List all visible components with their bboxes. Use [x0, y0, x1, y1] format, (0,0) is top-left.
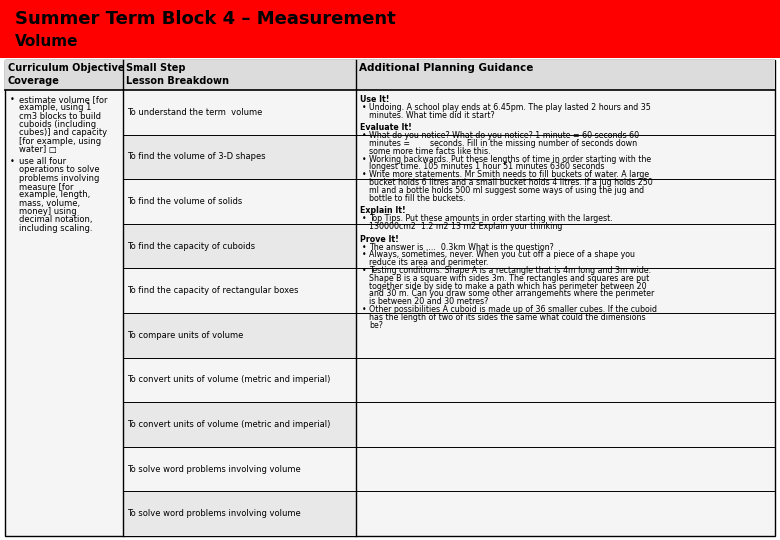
- Text: Evaluate It!: Evaluate It!: [360, 124, 412, 132]
- Text: and 30 m. Can you draw some other arrangements where the perimeter: and 30 m. Can you draw some other arrang…: [369, 289, 654, 299]
- Text: Summer Term Block 4 – Measurement: Summer Term Block 4 – Measurement: [15, 10, 395, 28]
- Text: To find the volume of 3-D shapes: To find the volume of 3-D shapes: [127, 152, 266, 161]
- Text: has the length of two of its sides the same what could the dimensions: has the length of two of its sides the s…: [369, 313, 646, 322]
- Text: •: •: [10, 95, 15, 104]
- Text: example, using 1: example, using 1: [19, 103, 91, 112]
- Text: cubes)] and capacity: cubes)] and capacity: [19, 128, 107, 137]
- Text: bucket holds 6 litres and a small bucket holds 4 litres. If a jug holds 250: bucket holds 6 litres and a small bucket…: [369, 178, 653, 187]
- Text: ml and a bottle holds 500 ml suggest some ways of using the jug and: ml and a bottle holds 500 ml suggest som…: [369, 186, 644, 195]
- Bar: [5, 60, 775, 536]
- Text: problems involving: problems involving: [19, 174, 99, 183]
- Text: To find the capacity of rectangular boxes: To find the capacity of rectangular boxe…: [127, 286, 299, 295]
- Text: money] using: money] using: [19, 207, 76, 216]
- Text: Prove It!: Prove It!: [360, 235, 399, 244]
- Text: •: •: [362, 131, 367, 140]
- Text: decimal notation,: decimal notation,: [19, 215, 93, 224]
- Text: Always, sometimes, never. When you cut off a piece of a shape you: Always, sometimes, never. When you cut o…: [369, 251, 635, 259]
- Text: Other possibilities A cuboid is made up of 36 smaller cubes. If the cuboid: Other possibilities A cuboid is made up …: [369, 305, 657, 314]
- Text: Small Step
Lesson Breakdown: Small Step Lesson Breakdown: [126, 63, 229, 86]
- Text: measure [for: measure [for: [19, 182, 73, 191]
- Text: be?: be?: [369, 321, 383, 329]
- Bar: [123, 402, 356, 447]
- Text: bottle to fill the buckets.: bottle to fill the buckets.: [369, 194, 466, 202]
- Text: [for example, using: [for example, using: [19, 137, 101, 145]
- Text: minutes =        seconds. Fill in the missing number of seconds down: minutes = seconds. Fill in the missing n…: [369, 139, 637, 148]
- Text: To convert units of volume (metric and imperial): To convert units of volume (metric and i…: [127, 420, 331, 429]
- Text: To convert units of volume (metric and imperial): To convert units of volume (metric and i…: [127, 375, 331, 384]
- Text: Write more statements. Mr Smith needs to fill buckets of water. A large: Write more statements. Mr Smith needs to…: [369, 170, 649, 179]
- Text: mass, volume,: mass, volume,: [19, 199, 80, 207]
- Text: together side by side to make a path which has perimeter between 20: together side by side to make a path whi…: [369, 281, 647, 291]
- Text: •: •: [362, 154, 367, 164]
- Text: cm3 blocks to build: cm3 blocks to build: [19, 112, 101, 120]
- Text: Additional Planning Guidance: Additional Planning Guidance: [359, 63, 534, 73]
- Text: •: •: [362, 305, 367, 314]
- Text: minutes. What time did it start?: minutes. What time did it start?: [369, 111, 495, 119]
- Text: use all four: use all four: [19, 157, 66, 166]
- Text: To find the volume of solids: To find the volume of solids: [127, 197, 243, 206]
- Text: Testing conditions. Shape A is a rectangle that is 4m long and 3m wide.: Testing conditions. Shape A is a rectang…: [369, 266, 651, 275]
- Text: •: •: [362, 170, 367, 179]
- Text: •: •: [362, 103, 367, 112]
- Bar: [123, 224, 356, 268]
- Text: including scaling.: including scaling.: [19, 224, 93, 233]
- Text: Working backwards. Put these lengths of time in order starting with the: Working backwards. Put these lengths of …: [369, 154, 651, 164]
- Text: water] □: water] □: [19, 145, 57, 154]
- Text: To compare units of volume: To compare units of volume: [127, 331, 243, 340]
- Text: •: •: [362, 266, 367, 275]
- Text: Top Tips. Put these amounts in order starting with the largest.: Top Tips. Put these amounts in order sta…: [369, 214, 613, 223]
- Bar: [123, 134, 356, 179]
- Text: To solve word problems involving volume: To solve word problems involving volume: [127, 509, 301, 518]
- Text: example, length,: example, length,: [19, 190, 90, 199]
- Text: some more time facts like this.: some more time facts like this.: [369, 147, 491, 156]
- Text: cuboids (including: cuboids (including: [19, 120, 96, 129]
- Text: longest time. 105 minutes 1 hour 51 minutes 6360 seconds: longest time. 105 minutes 1 hour 51 minu…: [369, 163, 604, 171]
- Text: •: •: [362, 242, 367, 252]
- Text: operations to solve: operations to solve: [19, 165, 100, 174]
- Text: To find the capacity of cuboids: To find the capacity of cuboids: [127, 241, 255, 251]
- Text: What do you notice? What do you notice? 1 minute = 60 seconds 60: What do you notice? What do you notice? …: [369, 131, 639, 140]
- Text: Volume: Volume: [15, 34, 79, 49]
- Text: Explain It!: Explain It!: [360, 206, 406, 215]
- Text: estimate volume [for: estimate volume [for: [19, 95, 108, 104]
- Text: reduce its area and perimeter.: reduce its area and perimeter.: [369, 258, 488, 267]
- Text: is between 20 and 30 metres?: is between 20 and 30 metres?: [369, 297, 488, 306]
- Text: •: •: [362, 214, 367, 223]
- Bar: [0, 0, 780, 58]
- Bar: [123, 313, 356, 357]
- Text: Use It!: Use It!: [360, 95, 389, 104]
- Text: •: •: [362, 251, 367, 259]
- Text: 130000cm2  1.2 m2 13 m2 Explain your thinking: 130000cm2 1.2 m2 13 m2 Explain your thin…: [369, 222, 562, 231]
- Text: •: •: [10, 157, 15, 166]
- Text: The answer is ....  0.3km What is the question?: The answer is .... 0.3km What is the que…: [369, 242, 554, 252]
- Bar: [123, 491, 356, 536]
- Text: Undoing. A school play ends at 6.45pm. The play lasted 2 hours and 35: Undoing. A school play ends at 6.45pm. T…: [369, 103, 651, 112]
- Bar: [5, 60, 775, 90]
- Text: To understand the term  volume: To understand the term volume: [127, 108, 262, 117]
- Text: To solve word problems involving volume: To solve word problems involving volume: [127, 464, 301, 474]
- Text: Curriculum Objective
Coverage: Curriculum Objective Coverage: [8, 63, 125, 86]
- Text: Shape B is a square with sides 3m. The rectangles and squares are put: Shape B is a square with sides 3m. The r…: [369, 274, 649, 283]
